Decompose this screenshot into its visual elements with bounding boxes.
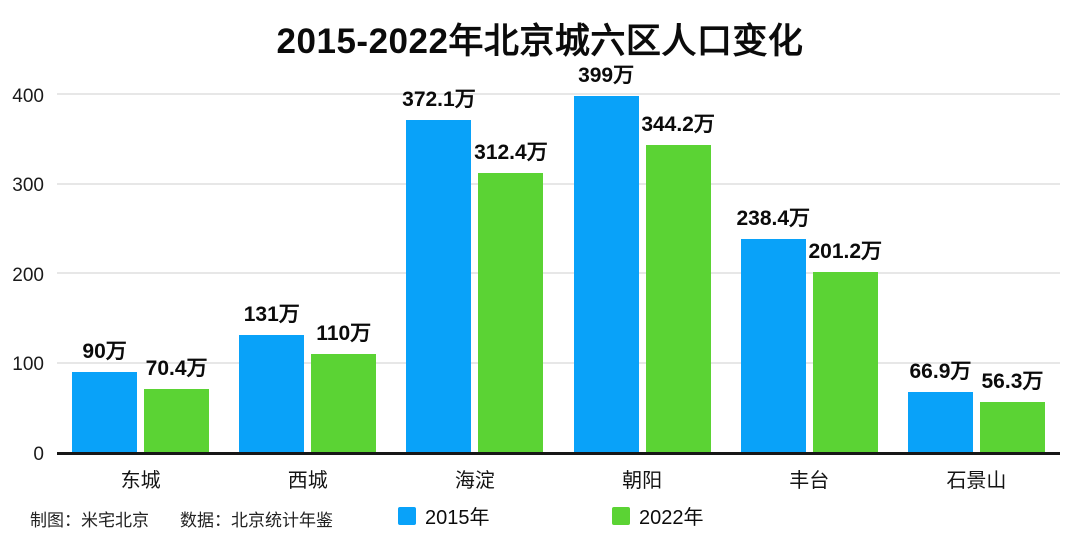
bar-column: 131万	[239, 303, 305, 452]
gridline-100	[57, 362, 1060, 364]
bar-2022年-朝阳	[645, 144, 711, 452]
bar-column: 372.1万	[402, 88, 476, 452]
legend-label-2015: 2015年	[425, 507, 490, 529]
bar-value-label: 110万	[316, 321, 372, 345]
legend-item-2015: 2015年	[398, 501, 490, 530]
legend-swatch-2015-icon	[398, 506, 416, 525]
x-axis-labels: 东城 西城 海淀 朝阳 丰台 石景山	[57, 464, 1060, 493]
credit-data-source: 数据：北京统计年鉴	[180, 511, 333, 530]
bar-group-5: 238.4万 201.2万	[726, 207, 893, 452]
x-label-shijingshan: 石景山	[946, 470, 1007, 492]
bar-group-4: 399万 344.2万	[559, 64, 726, 452]
y-tick-400: 400	[12, 86, 44, 107]
bar-value-label: 344.2万	[641, 112, 715, 136]
bar-2015年-东城	[72, 371, 138, 452]
bar-column: 110万	[311, 321, 377, 452]
y-tick-100: 100	[12, 354, 44, 375]
legend-label-2022: 2022年	[639, 507, 704, 529]
bar-2022年-东城	[144, 389, 210, 452]
bar-column: 238.4万	[736, 207, 810, 452]
y-tick-0: 0	[33, 444, 44, 465]
legend-swatch-2022-icon	[612, 506, 630, 525]
bar-value-label: 312.4万	[474, 141, 548, 165]
bar-2022年-西城	[311, 353, 377, 452]
bar-column: 399万	[573, 63, 639, 452]
bar-2022年-海淀	[478, 173, 544, 452]
bar-value-label: 201.2万	[808, 240, 883, 264]
bar-column: 312.4万	[474, 141, 548, 452]
x-label-chaoyang: 朝阳	[622, 470, 663, 492]
bar-column: 66.9万	[907, 360, 973, 452]
bar-group-1: 90万 70.4万	[57, 340, 224, 452]
gridline-400	[57, 93, 1060, 95]
credit-chart-maker: 制图：米宅北京	[30, 511, 149, 530]
bar-2022年-丰台	[812, 272, 878, 452]
bar-column: 70.4万	[144, 357, 210, 452]
x-label-xicheng: 西城	[287, 470, 328, 492]
bar-value-label: 90万	[82, 339, 127, 363]
y-tick-200: 200	[12, 265, 44, 286]
y-tick-300: 300	[12, 175, 44, 196]
plot-area: 90万 70.4万 131万 110万 372.1万 312.4万 399万 344.2万 23…	[57, 64, 1060, 455]
bar-2015年-海淀	[406, 119, 472, 452]
gridline-300	[57, 183, 1060, 185]
bar-column: 90万	[72, 339, 138, 452]
bar-value-label: 372.1万	[402, 87, 476, 111]
legend-item-2022: 2022年	[612, 501, 704, 530]
chart-title: 2015-2022年北京城六区人口变化	[276, 22, 804, 61]
bar-value-label: 238.4万	[736, 207, 811, 231]
x-label-dongcheng: 东城	[120, 470, 161, 492]
bar-2015年-石景山	[907, 392, 973, 452]
bar-value-label: 70.4万	[145, 357, 208, 381]
bar-2015年-丰台	[740, 239, 806, 452]
bar-2015年-朝阳	[573, 95, 639, 452]
bar-value-label: 66.9万	[909, 360, 972, 384]
bar-value-label: 56.3万	[981, 369, 1044, 393]
bar-2015年-西城	[239, 335, 305, 452]
bar-column: 56.3万	[979, 369, 1045, 452]
x-label-fengtai: 丰台	[789, 470, 830, 492]
bar-value-label: 399万	[578, 63, 635, 87]
bar-column: 201.2万	[808, 240, 882, 452]
bar-value-label: 131万	[243, 303, 300, 327]
gridline-200	[57, 272, 1060, 274]
bar-2022年-石景山	[979, 401, 1045, 452]
bar-group-3: 372.1万 312.4万	[391, 88, 558, 452]
bar-groups: 90万 70.4万 131万 110万 372.1万 312.4万 399万 344.2万 23…	[57, 64, 1060, 452]
bar-group-6: 66.9万 56.3万	[893, 360, 1060, 452]
bar-column: 344.2万	[641, 113, 715, 452]
x-label-haidian: 海淀	[454, 470, 495, 492]
bar-group-2: 131万 110万	[224, 303, 391, 452]
